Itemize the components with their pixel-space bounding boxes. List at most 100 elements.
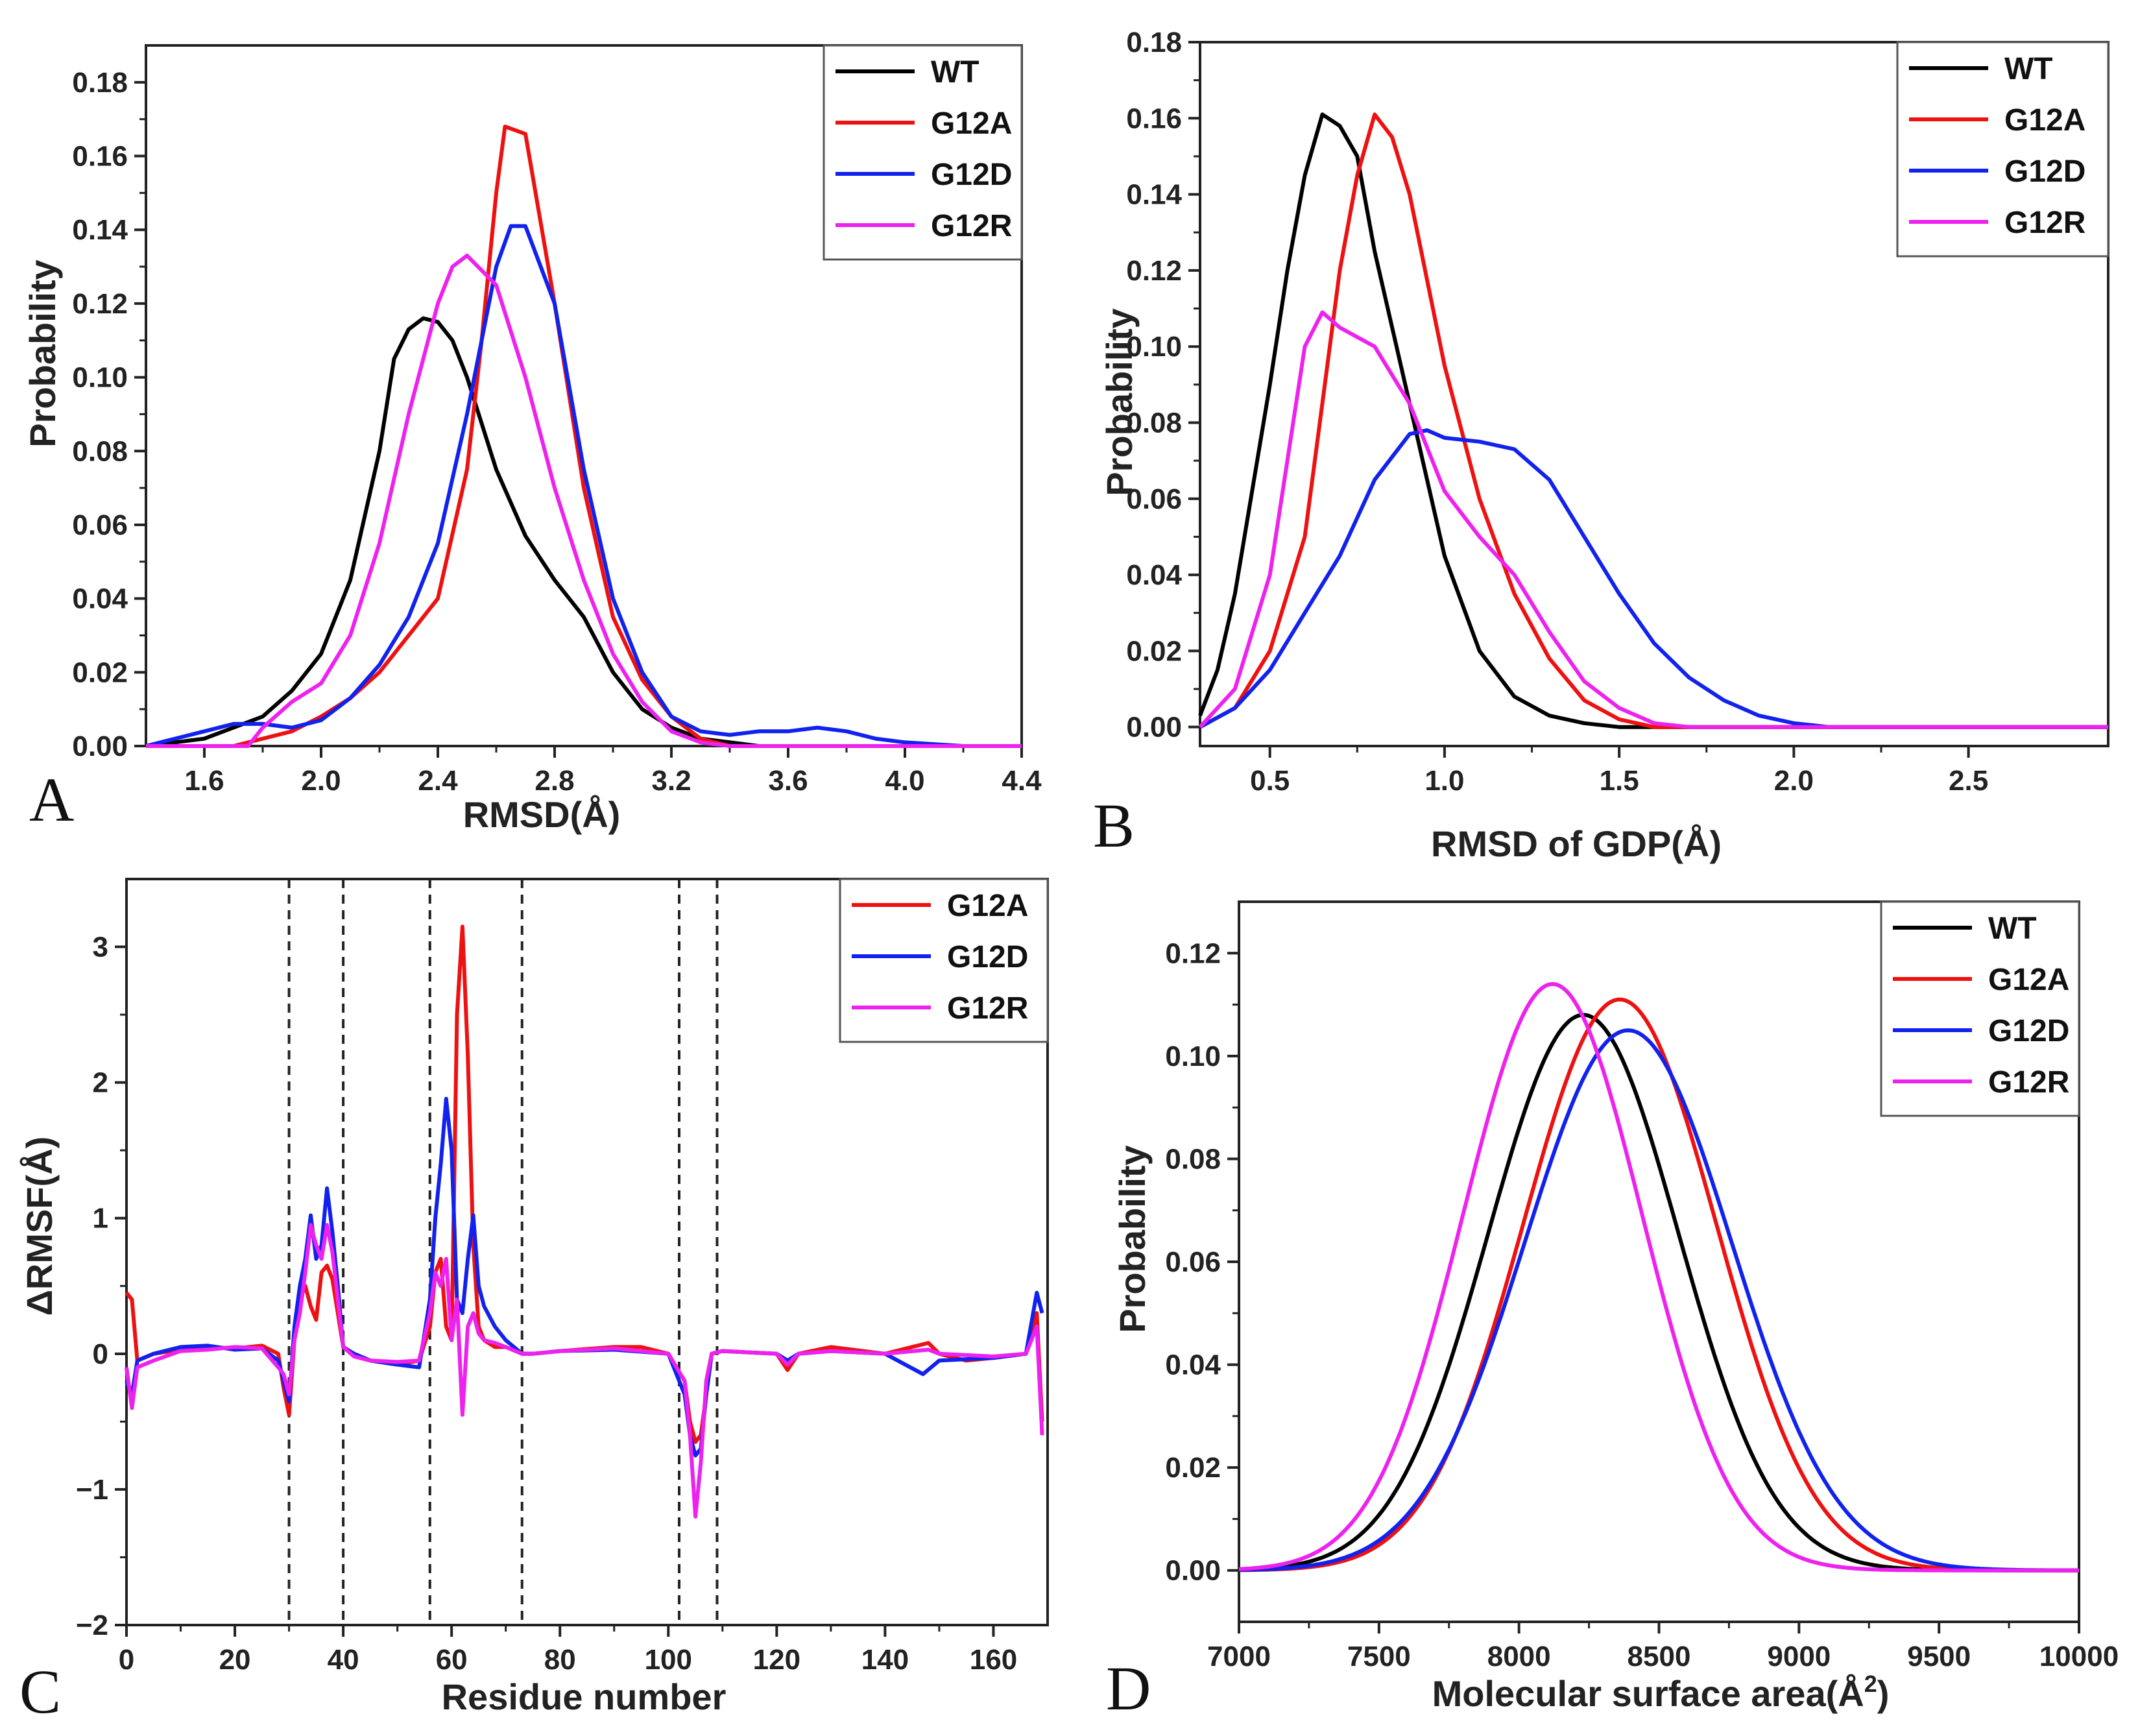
panel-d-legend-label: G12D (1988, 1014, 2069, 1048)
panel-c-letter: C (19, 1657, 61, 1726)
panel-b-ytick-label: 0.16 (1126, 102, 1182, 134)
panel-c-ytick-label: −1 (76, 1474, 108, 1506)
panel-a: 1.6 2.0 2.4 2.8 3.2 3.6 4.0 4.4 0.00 0.02 0.04 0.06… (22, 44, 1042, 835)
panel-a-ytick-label: 0.10 (72, 362, 128, 394)
panel-b-ytick-label: 0.18 (1126, 27, 1182, 58)
panel-c-xtick-label: 60 (436, 1644, 468, 1676)
panel-a-ytick-label: 0.12 (72, 288, 128, 320)
panel-b-xtick-label: 2.0 (1774, 765, 1814, 797)
panel-b-ytick-label: 0.10 (1126, 331, 1182, 363)
panel-a-xtick-label: 2.8 (535, 765, 574, 797)
panel-a-ytick-label: 0.06 (72, 509, 128, 541)
panel-a-legend-label: G12D (931, 158, 1012, 192)
panel-d-xtick-label: 9500 (1907, 1641, 1971, 1672)
panel-a-xlabel: RMSD(Å) (463, 794, 621, 835)
panel-d-xtick-label: 7000 (1207, 1641, 1271, 1672)
panel-b-xtick-label: 1.5 (1600, 765, 1639, 797)
panel-d-ytick-label: 0.02 (1165, 1452, 1221, 1484)
panel-d-xtick-label: 9000 (1767, 1641, 1831, 1672)
panel-d-ytick-label: 0.08 (1165, 1143, 1221, 1175)
panel-b-ytick-label: 0.00 (1126, 712, 1182, 743)
panel-c-ytick-label: 3 (93, 932, 108, 963)
panel-a-series-g12d (145, 224, 1022, 748)
panel-c-xtick-label: 40 (328, 1644, 359, 1676)
panel-d-letter: D (1106, 1654, 1151, 1723)
panel-d-series-g12a (1239, 997, 2079, 1573)
panel-b-ytick-label: 0.02 (1126, 635, 1182, 667)
panel-b-legend-label: G12R (2004, 206, 2085, 240)
panel-d-xtick-label: 8000 (1487, 1641, 1551, 1672)
panel-a-legend-label: G12A (931, 106, 1012, 141)
panel-b-series-g12d (1199, 428, 2108, 729)
panel-c-ytick-label: 1 (93, 1203, 108, 1235)
panel-d-xtick-label: 7500 (1347, 1641, 1411, 1672)
panel-a-legend-label: WT (931, 55, 979, 90)
panel-a-ytick-label: 0.18 (72, 67, 128, 99)
panel-b-ytick-label: 0.04 (1126, 559, 1182, 591)
panel-d-ylabel: Probability (1112, 1145, 1153, 1332)
panel-d-ytick-label: 0.04 (1165, 1349, 1221, 1381)
panel-a-xtick-label: 4.4 (1002, 765, 1042, 797)
panel-c-ytick-label: 0 (93, 1338, 108, 1370)
panel-d-legend-label: WT (1988, 911, 2037, 946)
panel-a-legend-label: G12R (931, 209, 1012, 243)
panel-b-xtick-label: 0.5 (1250, 765, 1290, 797)
panel-c-xtick-label: 20 (219, 1644, 251, 1676)
panel-c-xtick-label: 100 (645, 1644, 692, 1676)
panel-c-ytick-label: 2 (93, 1067, 108, 1099)
panel-d-series-g12r (1238, 982, 2079, 1573)
panel-c-xtick-label: 80 (544, 1644, 576, 1676)
panel-b-legend-label: G12A (2004, 103, 2085, 138)
panel-d-xlabel: Molecular surface area(Å2) (1432, 1670, 1890, 1714)
panel-a-xtick-label: 1.6 (184, 765, 224, 797)
panel-a-series-g12r (146, 254, 1022, 748)
panel-c-ytick-label: −2 (76, 1609, 108, 1641)
panel-c-legend-label: G12D (947, 940, 1028, 974)
panel-d-legend-label: G12R (1988, 1065, 2069, 1100)
panel-a-xtick-label: 2.4 (418, 765, 458, 797)
panel-d-ytick-label: 0.12 (1165, 937, 1221, 969)
panel-d-series-g12d (1238, 1028, 2079, 1573)
panel-b-series-g12r (1198, 310, 2108, 729)
panel-a-frame (145, 44, 1023, 747)
panel-c-series-g12r (125, 1223, 1044, 1519)
panel-c-xtick-label: 120 (753, 1644, 800, 1676)
panel-d-ytick-label: 0.10 (1165, 1041, 1221, 1072)
panel-c: 0 20 40 60 80 100 120 140 160 −2 −1 0 1 2 3 G12A G12D G12… (19, 878, 1049, 1726)
panel-c-legend-label: G12R (947, 991, 1028, 1026)
panel-a-ytick-label: 0.02 (72, 657, 128, 688)
panel-d-xtick-label: 10000 (2039, 1641, 2119, 1672)
panel-c-legend-label: G12A (947, 889, 1028, 923)
panel-a-xtick-label: 3.2 (651, 765, 691, 797)
panel-c-xtick-label: 0 (119, 1644, 134, 1676)
panel-d-ytick-label: 0.00 (1165, 1555, 1221, 1587)
panel-b-xtick-label: 2.5 (1949, 765, 1988, 797)
panel-b-series-g12a (1199, 112, 2108, 729)
panel-d: 7000 7500 8000 8500 9000 9500 10000 0.00 0.02 0.0… (1106, 900, 2119, 1723)
panel-b-frame (1199, 41, 2109, 747)
panel-b-ytick-label: 0.06 (1126, 483, 1182, 515)
panel-b-legend-label: WT (2004, 52, 2053, 86)
panel-b-ytick-label: 0.14 (1126, 179, 1182, 211)
panel-c-xlabel: Residue number (442, 1676, 727, 1717)
panel-a-ytick-label: 0.00 (72, 730, 128, 762)
panel-b: 0.5 1.0 1.5 2.0 2.5 0.00 0.02 0.04 0.06 0.08 0.10 0… (1093, 27, 2109, 864)
panel-c-xtick-label: 160 (970, 1644, 1017, 1676)
panel-a-xtick-label: 3.6 (768, 765, 808, 797)
panel-a-ytick-label: 0.04 (72, 583, 128, 615)
panel-c-frame (125, 878, 1049, 1626)
panel-a-ylabel: Probability (22, 259, 63, 447)
panel-b-legend-label: G12D (2004, 154, 2085, 189)
panel-b-letter: B (1093, 791, 1135, 860)
panel-a-letter: A (29, 765, 74, 834)
panel-d-legend-label: G12A (1988, 963, 2069, 997)
panel-a-xtick-label: 4.0 (885, 765, 924, 797)
panel-b-xlabel: RMSD of GDP(Å) (1431, 823, 1722, 864)
panel-b-ytick-label: 0.08 (1126, 407, 1182, 439)
panel-a-series-wt (145, 316, 1022, 748)
panel-a-ytick-label: 0.16 (72, 141, 128, 173)
panel-a-ytick-label: 0.08 (72, 435, 128, 467)
panel-d-xtick-label: 8500 (1628, 1641, 1691, 1672)
panel-a-xtick-label: 2.0 (301, 765, 341, 797)
